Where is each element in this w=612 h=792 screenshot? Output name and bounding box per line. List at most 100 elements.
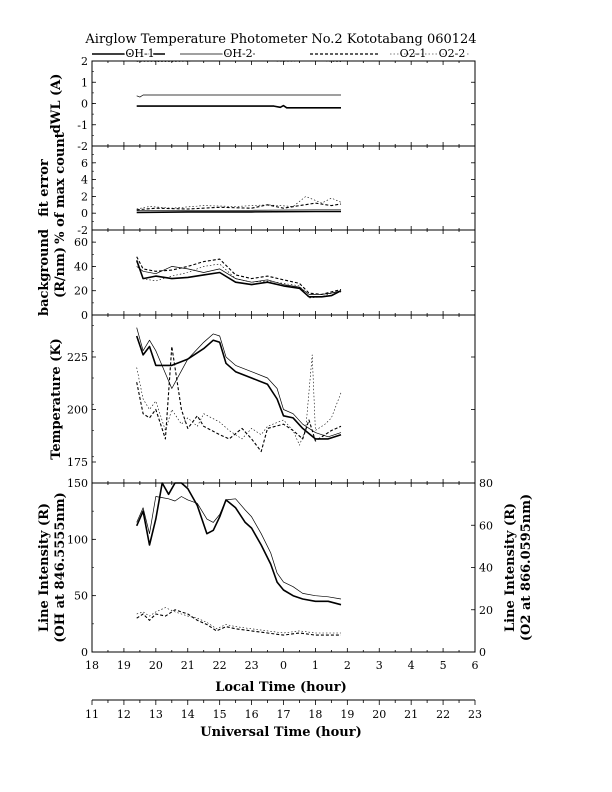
y-tick-label-dwl: 1: [81, 76, 88, 89]
universal-time-tick-label: 20: [372, 708, 386, 721]
y-right-axis-label-2: (O2 at 866.0595nm): [519, 494, 534, 641]
series-fit-oh-2: [136, 209, 341, 212]
y-tick-label-int: 0: [81, 646, 88, 659]
y-right-axis-label: Line Intensity (R): [503, 503, 518, 632]
y-axis-label2-bg: (R/nm): [53, 247, 68, 298]
local-time-tick-label: 4: [408, 659, 415, 672]
local-time-tick-label: 3: [376, 659, 383, 672]
local-time-axis-label: Local Time (hour): [215, 680, 347, 695]
y-tick-label-int: 150: [67, 477, 88, 490]
panel-frame-dwl: [91, 60, 476, 147]
y-tick-label-temp: 175: [67, 456, 88, 469]
local-time-tick-label: 1: [312, 659, 319, 672]
series-bg-oh-2: [136, 266, 342, 295]
local-time-tick-label: 2: [344, 659, 351, 672]
series-bg-o2-2: [136, 261, 342, 299]
y-tick-label-int: 100: [67, 533, 88, 546]
local-time-tick-label: 23: [245, 659, 259, 672]
panel-frame-int: [91, 482, 476, 653]
universal-time-tick-label: 15: [213, 708, 227, 721]
y-tick-label-dwl: 2: [81, 55, 88, 68]
universal-time-axis: 11 12 13 14 15 16 17 18 19 20 21 22 23: [85, 699, 482, 721]
panel-dwl: -2 -1 0 1 2 dWL (A): [49, 55, 476, 153]
local-time-tick-label: 21: [181, 659, 195, 672]
universal-time-tick-label: 19: [340, 708, 354, 721]
series-temp-o2-1: [136, 345, 342, 453]
universal-time-tick-label: 14: [181, 708, 195, 721]
y-tick-label-int: 50: [74, 590, 88, 603]
universal-time-tick-label: 13: [149, 708, 163, 721]
series-temp-oh-1: [135, 335, 342, 440]
y-axis-label-int: Line Intensity (R): [37, 503, 52, 632]
universal-time-tick-label: 16: [245, 708, 259, 721]
panel-frame-fit: [91, 145, 476, 231]
legend: OH-1 OH-2 O2-1 O2-2: [92, 46, 470, 62]
y-tick-label-temp: 225: [67, 351, 88, 364]
local-time-tick-label: 18: [85, 659, 99, 672]
y-axis-label-bg: background: [37, 229, 52, 316]
series-dwl-oh-2: [136, 94, 341, 98]
local-time-tick-label: 19: [117, 659, 131, 672]
legend-label-oh1: OH-1: [125, 47, 154, 60]
y-tick-label-dwl: 0: [81, 98, 88, 111]
series-bg-o2-1: [136, 256, 342, 295]
y-axis-label-dwl: dWL (A): [49, 74, 64, 134]
panel-bg: 0 20 40 60 background (R/nm): [37, 229, 476, 322]
y-right-tick-label: 20: [479, 604, 493, 617]
y-axis-label-temp: Temperature (K): [49, 338, 64, 460]
y-tick-label-fit: -2: [77, 224, 88, 237]
y-tick-label-bg: 60: [74, 236, 88, 249]
series-fit-o2-1: [136, 202, 342, 211]
y-axis-label-fit: fit error: [37, 159, 52, 217]
y-right-tick-label: 80: [479, 477, 493, 490]
series-int-o2-1: [136, 609, 341, 636]
chart-title: Airglow Temperature Photometer No.2 Koto…: [84, 32, 476, 47]
y-right-tick-label: 40: [479, 562, 493, 575]
series-dwl-o2-2: [136, 60, 342, 62]
y-right-tick-label: 60: [479, 519, 493, 532]
universal-time-axis-label: Universal Time (hour): [200, 725, 362, 740]
local-time-tick-label: 20: [149, 659, 163, 672]
y-right-tick-label: 0: [479, 646, 486, 659]
y-tick-label-fit: 4: [81, 174, 88, 187]
series-fit-oh-1: [136, 210, 341, 214]
local-time-tick-label: 6: [472, 659, 479, 672]
y-axis-label2-int: (OH at 846.5555nm): [53, 492, 68, 642]
series-int-oh-1: [135, 482, 342, 606]
panel-fit: -2 0 2 4 6 fit error% of max count: [37, 132, 476, 244]
y-tick-label-fit: 6: [81, 157, 88, 170]
universal-time-tick-label: 11: [85, 708, 99, 721]
series-int-o2-2: [136, 607, 341, 634]
local-time-axis: 18 19 20 21 22 23 0 1 2 3 4 5 6: [85, 659, 479, 672]
y-tick-label-fit: 0: [81, 207, 88, 220]
universal-time-tick-label: 23: [468, 708, 482, 721]
series-temp-o2-2: [136, 354, 342, 446]
universal-time-tick-label: 18: [308, 708, 322, 721]
y-tick-label-bg: 20: [74, 285, 88, 298]
universal-time-tick-label: 12: [117, 708, 131, 721]
universal-time-tick-label: 22: [436, 708, 450, 721]
universal-time-tick-label: 17: [277, 708, 291, 721]
local-time-tick-label: 5: [440, 659, 447, 672]
universal-time-tick-label: 21: [404, 708, 418, 721]
y-tick-label-dwl: -1: [77, 119, 88, 132]
y-tick-label-bg: 40: [74, 260, 88, 273]
local-time-tick-label: 0: [280, 659, 287, 672]
series-int-oh-2: [136, 496, 342, 600]
y-tick-label-fit: 2: [81, 190, 88, 203]
y-tick-label-dwl: -2: [77, 140, 88, 153]
y-tick-label-bg: 0: [81, 309, 88, 322]
legend-label-o21: O2-1: [400, 47, 427, 60]
legend-label-oh2: OH-2: [223, 47, 252, 60]
local-time-tick-label: 22: [213, 659, 227, 672]
series-bg-oh-1: [135, 260, 342, 298]
legend-label-o22: O2-2: [439, 47, 466, 60]
panels: -2 -1 0 1 2 dWL (A) -2 0 2 4 6 fit error% of max co…: [37, 55, 534, 659]
series-fit-o2-2: [136, 196, 342, 210]
y-axis-label2-fit: % of max count: [53, 132, 68, 244]
series-temp-oh-2: [136, 327, 342, 438]
y-tick-label-temp: 200: [67, 404, 88, 417]
